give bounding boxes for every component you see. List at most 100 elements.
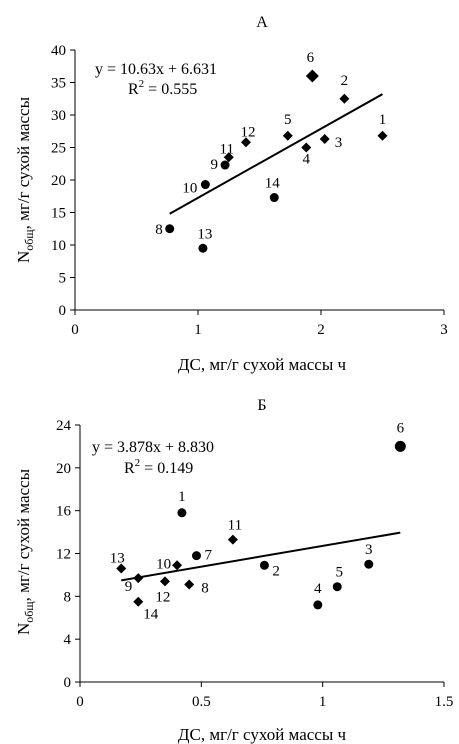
chart-a-point-4 (301, 142, 312, 153)
chart-b-point-label-13: 13 (110, 550, 125, 566)
chart-a-point-label-14: 14 (265, 176, 281, 192)
chart-a-ylabel-rest: , мг/г сухой массы (14, 96, 33, 229)
chart-b-y-tick-label: 4 (64, 632, 72, 648)
chart-a-point-label-1: 1 (379, 112, 387, 128)
chart-b-point-label-1: 1 (178, 489, 186, 505)
chart-b-y-tick-label: 24 (56, 418, 72, 434)
chart-b-point-6 (394, 440, 406, 452)
chart-b-point-label-14: 14 (143, 607, 159, 623)
chart-b-trendline (121, 531, 401, 582)
chart-a-point-label-10: 10 (182, 181, 197, 197)
chart-b-point-2 (259, 560, 269, 570)
chart-a-r2-sup: 2 (139, 78, 145, 90)
chart-b-point-label-10: 10 (156, 556, 171, 572)
chart-a-point-label-12: 12 (240, 124, 255, 140)
chart-b-point-label-2: 2 (272, 563, 280, 579)
chart-a-title: А (256, 14, 268, 31)
chart-a-point-label-11: 11 (220, 141, 234, 157)
chart-a-point-label-9: 9 (211, 157, 219, 173)
chart-b-x-tick-label: 1 (319, 694, 327, 710)
chart-b-point-label-5: 5 (335, 565, 343, 581)
chart-b-x-axis-label: ДС, мг/г сухой массы ч (178, 725, 347, 744)
chart-b-title: Б (257, 397, 266, 414)
chart-b-y-tick-label: 20 (56, 461, 71, 477)
chart-a-r2-value: = 0.555 (144, 81, 197, 98)
chart-b-r2-prefix: R (124, 460, 135, 477)
chart-a-x-tick-label: 1 (194, 322, 202, 338)
chart-a-trendline (169, 93, 383, 215)
chart-b-y-tick-label: 8 (64, 589, 72, 605)
chart-b-point-8 (184, 579, 195, 590)
chart-a-point-10 (200, 180, 210, 190)
chart-b-ylabel-rest: , мг/г сухой массы (14, 468, 33, 601)
chart-a-y-tick-label: 35 (51, 76, 66, 92)
chart-a-point-label-3: 3 (335, 135, 343, 151)
chart-b-point-3 (364, 559, 374, 569)
chart-b-point-7 (191, 551, 201, 561)
chart-b-r2-sup: 2 (135, 457, 141, 469)
chart-a-point-13 (198, 243, 208, 253)
chart-a-point-label-8: 8 (155, 222, 163, 238)
chart-b-point-11 (227, 534, 238, 545)
chart-b-x-tick-label: 0 (76, 694, 84, 710)
chart-a-ylabel-main: N (14, 251, 33, 263)
chart-a-y-tick-label: 20 (51, 173, 66, 189)
chart-a-y-tick-label: 5 (59, 271, 67, 287)
chart-b-point-4 (313, 600, 323, 610)
chart-a-y-tick-label: 10 (51, 238, 66, 254)
chart-b-point-label-4: 4 (314, 581, 322, 597)
chart-a-y-tick-label: 30 (51, 108, 66, 124)
chart-a-point-14 (269, 193, 279, 203)
chart-a-point-label-4: 4 (302, 152, 310, 168)
chart-b-point-label-3: 3 (365, 542, 373, 558)
chart-b-y-tick-label: 0 (64, 675, 72, 691)
chart-a-r-squared: R2 = 0.555 (128, 78, 197, 98)
chart-a-point-12 (240, 137, 251, 148)
chart-b-point-14 (133, 596, 144, 607)
chart-a-x-tick-label: 2 (317, 322, 325, 338)
chart-b-point-13 (116, 563, 127, 574)
chart-b-ylabel-main: N (14, 623, 33, 635)
chart-b-point-9 (133, 573, 144, 584)
chart-a-point-3 (319, 134, 330, 145)
chart-b-point-1 (177, 508, 187, 518)
chart-a-y-tick-label: 15 (51, 206, 66, 222)
chart-b-point-label-7: 7 (204, 548, 212, 564)
chart-a-equation: y = 10.63x + 6.631 (95, 61, 217, 78)
chart-b-x-tick-label: 1.5 (435, 694, 454, 710)
chart-b-point-5 (332, 582, 342, 592)
chart-b-point-12 (159, 576, 170, 587)
chart-b-r2-value: = 0.149 (140, 460, 193, 477)
chart-b-y-tick-label: 16 (56, 504, 72, 520)
chart-a-point-label-6: 6 (307, 50, 315, 66)
chart-b-ylabel-sub: общ (22, 601, 36, 622)
chart-a-point-1 (377, 130, 388, 141)
chart-b-point-label-6: 6 (397, 420, 405, 436)
chart-a-y-tick-label: 25 (51, 141, 66, 157)
chart-b-point-label-12: 12 (155, 589, 170, 605)
chart-b-point-label-8: 8 (201, 581, 209, 597)
chart-a-x-axis-label: ДС, мг/г сухой массы ч (178, 355, 347, 374)
chart-a-y-tick-label: 40 (51, 43, 66, 59)
chart-a-y-axis-label: Nобщ, мг/г сухой массы (14, 96, 36, 263)
chart-a-x-tick-label: 0 (71, 322, 79, 338)
chart-b-point-label-11: 11 (228, 518, 242, 534)
chart-b-y-tick-label: 12 (56, 547, 71, 563)
chart-a-point-label-2: 2 (341, 73, 349, 89)
chart-b-y-axis-label: Nобщ, мг/г сухой массы (14, 468, 36, 635)
chart-a-r2-prefix: R (128, 81, 139, 98)
chart-a-point-label-5: 5 (284, 112, 292, 128)
chart-b-x-tick-label: 0.5 (192, 694, 211, 710)
chart-a-point-8 (165, 224, 175, 234)
chart-a-y-tick-label: 0 (59, 303, 67, 319)
chart-a-point-5 (282, 130, 293, 141)
chart-b-point-10 (172, 560, 183, 571)
chart-b-r-squared: R2 = 0.149 (124, 457, 193, 477)
chart-b-equation: y = 3.878x + 8.830 (92, 439, 214, 456)
chart-a-point-2 (339, 93, 350, 104)
chart-a-x-tick-label: 3 (440, 322, 448, 338)
